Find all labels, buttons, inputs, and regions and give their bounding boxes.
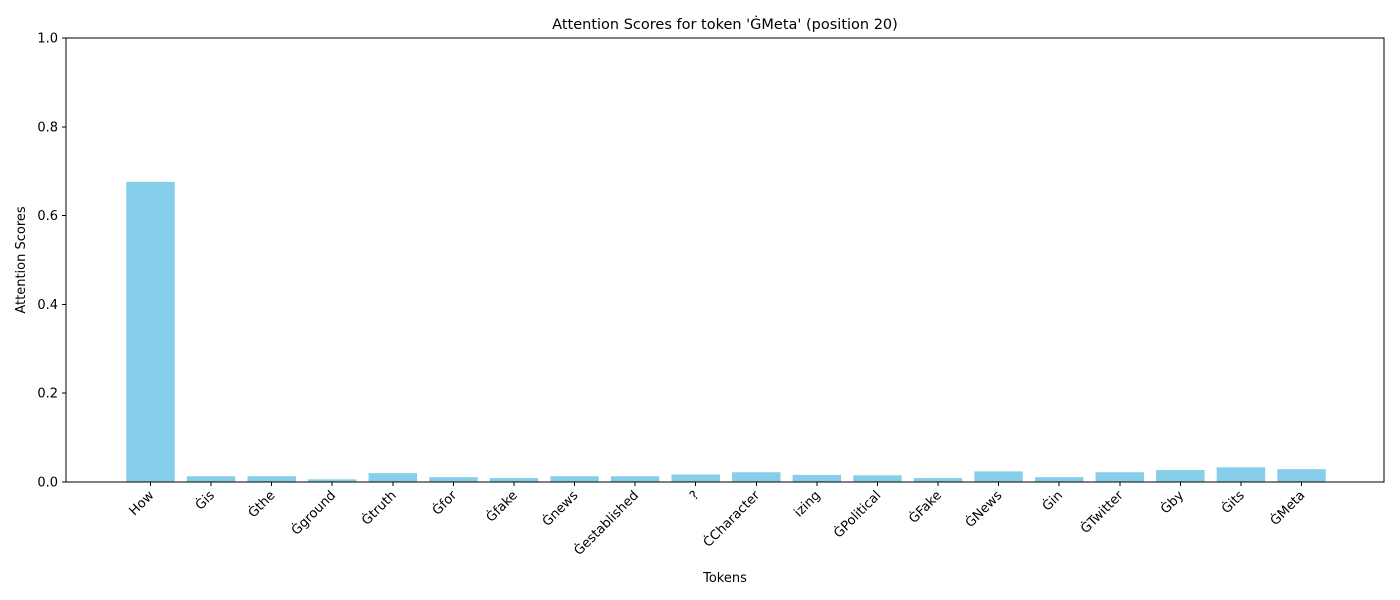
bar — [429, 477, 478, 482]
bar — [308, 479, 357, 482]
x-tick-label: Ġis — [191, 487, 218, 514]
plot-frame — [65, 37, 1385, 483]
x-tick-label: Ġits — [1218, 487, 1248, 517]
y-tick-label: 0.4 — [37, 298, 58, 313]
x-tick-label: ĠNews — [961, 487, 1005, 531]
x-tick-label: Ġfor — [428, 486, 460, 518]
x-tick-label: izing — [791, 488, 823, 520]
x-tick-label: Ġtruth — [358, 487, 400, 529]
bar — [1156, 470, 1205, 482]
y-tick-label: 0.0 — [37, 476, 58, 491]
x-tick-label: ĊCharacter — [699, 486, 763, 550]
bar — [1216, 467, 1266, 482]
y-axis-label: Attention Scores — [14, 206, 29, 314]
bar — [247, 476, 296, 482]
bar — [913, 478, 963, 482]
x-tick-label: Ġestablished — [570, 487, 642, 559]
bars — [126, 181, 1326, 482]
x-axis-label: Tokens — [702, 571, 747, 586]
x-tick-label: ĠTwitter — [1077, 486, 1127, 536]
bar — [792, 474, 842, 482]
bar — [853, 475, 902, 482]
bar — [974, 471, 1023, 482]
bar — [671, 474, 720, 482]
bar — [489, 478, 539, 482]
x-tick-label: ĠFake — [905, 487, 945, 527]
x-tick-label: Ġground — [287, 487, 339, 539]
bar — [368, 473, 418, 482]
x-tick-label: Ġnews — [538, 487, 581, 530]
x-tick-label: Ġby — [1157, 487, 1188, 518]
x-tick-label: ĠMeta — [1266, 487, 1308, 529]
bar — [1034, 477, 1084, 482]
y-tick-label: 0.2 — [37, 387, 58, 402]
x-axis: How Ġis Ġthe Ġground Ġtruth Ġfor Ġfake ĠnewsĠes… — [127, 482, 1308, 559]
y-axis: 0.0 0.2 0.4 0.6 0.8 1.0 — [37, 32, 66, 491]
x-tick-label: How — [127, 488, 158, 519]
x-tick-label: Ġthe — [244, 487, 278, 521]
y-tick-label: 0.8 — [37, 120, 58, 135]
chart-title: Attention Scores for token 'ĠMeta' (posi… — [552, 15, 898, 33]
x-tick-label: ? — [687, 488, 702, 503]
y-tick-label: 0.6 — [37, 209, 58, 224]
bar — [610, 476, 660, 482]
x-tick-label: Ġfake — [482, 487, 521, 526]
bar — [1277, 469, 1326, 482]
bar — [550, 476, 599, 482]
y-tick-label: 1.0 — [37, 32, 58, 47]
x-tick-label: ĠPolitical — [830, 487, 884, 541]
bar — [186, 476, 236, 482]
bar — [732, 472, 781, 482]
bar — [126, 181, 175, 482]
bar — [1095, 472, 1144, 482]
x-tick-label: Ġin — [1038, 487, 1066, 515]
